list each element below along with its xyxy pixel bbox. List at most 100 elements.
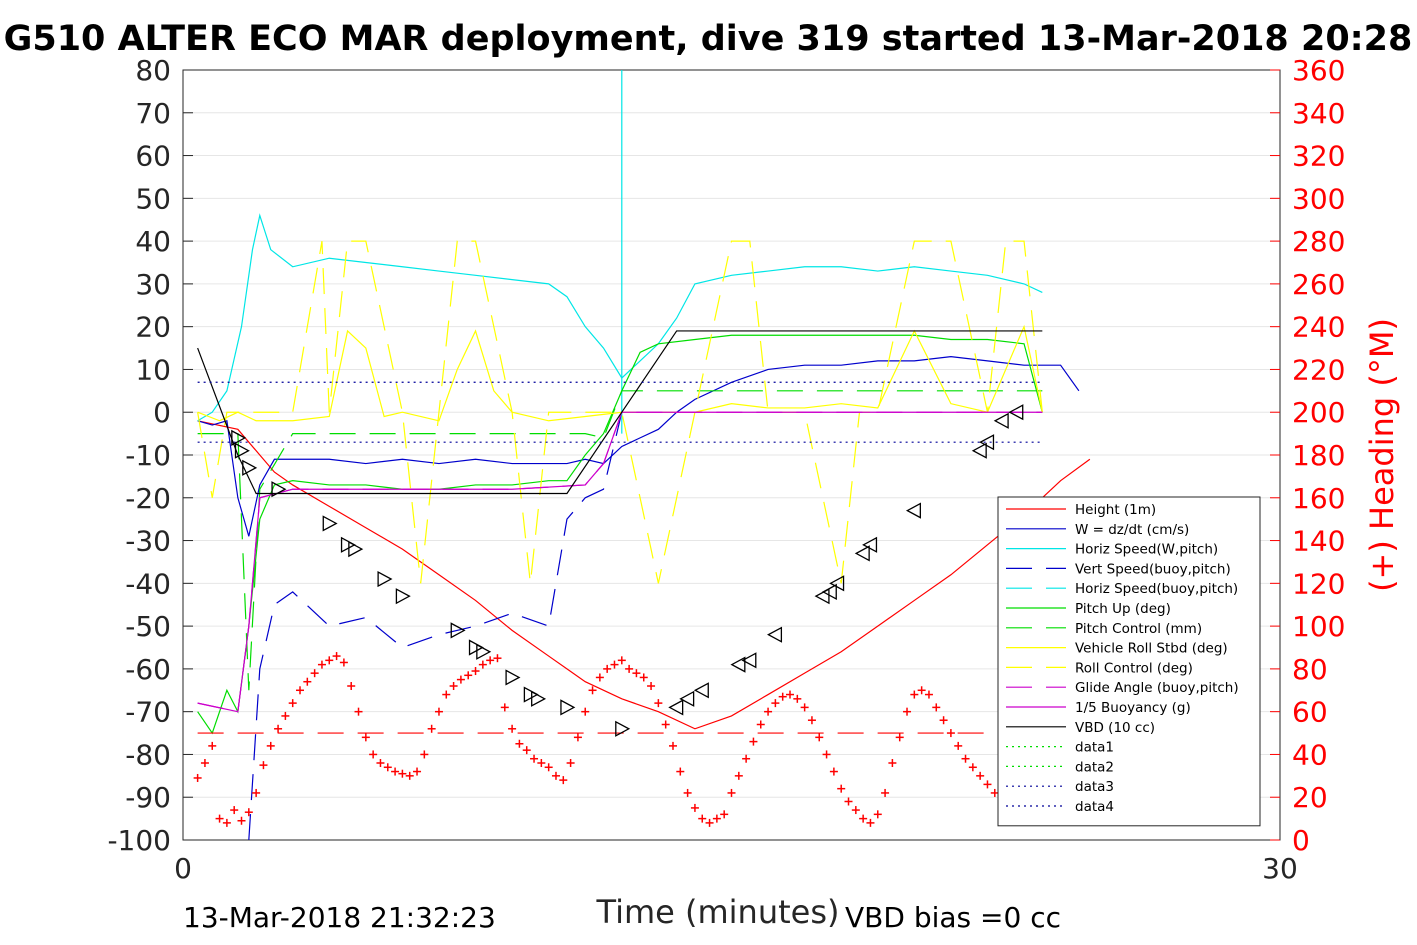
left-tick-label: -50 [125,610,171,643]
left-tick-label: -100 [107,824,171,857]
heading-marker [851,806,860,815]
heading-marker [720,810,729,819]
series-line-11 [197,330,1043,495]
right-tick-label: 40 [1292,738,1328,771]
heading-marker [354,707,363,716]
heading-marker [266,741,275,750]
legend-label: data4 [1075,799,1114,815]
height-triangle [971,442,987,459]
right-tick-label: 0 [1292,824,1310,857]
series-line-8 [197,240,1043,584]
right-tick-label: 220 [1292,353,1345,386]
heading-marker [895,733,904,742]
heading-marker [339,658,348,667]
right-tick-label: 120 [1292,567,1345,600]
heading-marker [756,720,765,729]
legend-label: Horiz Speed(W,pitch) [1075,542,1218,558]
heading-marker [639,673,648,682]
heading-marker [771,699,780,708]
series-line-1 [197,356,1080,537]
heading-marker [829,767,838,776]
heading-marker [946,729,955,738]
legend-label: 1/5 Buoyancy (g) [1075,700,1191,716]
legend-label: Vert Speed(buoy,pitch) [1075,561,1231,577]
heading-marker [493,654,502,663]
heading-marker [588,686,597,695]
heading-marker [486,656,495,665]
heading-marker [815,733,824,742]
heading-marker [383,763,392,772]
heading-marker [764,707,773,716]
height-triangle [854,545,870,562]
legend-label: Pitch Control (mm) [1075,621,1202,637]
heading-marker [968,763,977,772]
height-triangle [730,656,746,673]
legend: Height (1m) W = dz/dt (cm/s) Horiz Speed(W… [997,496,1261,827]
height-triangle [615,720,631,737]
heading-marker [822,750,831,759]
heading-marker [230,806,239,815]
right-tick-label: 320 [1292,140,1345,173]
x-tick-label: 30 [1262,852,1298,885]
heading-marker [778,692,787,701]
series-line-0 [197,420,1091,730]
heading-marker [215,814,224,823]
left-tick-label: -30 [125,525,171,558]
left-tick-label: 20 [135,311,171,344]
heading-marker [954,741,963,750]
height-triangle [523,686,539,703]
right-tick-label: 20 [1292,781,1328,814]
heading-marker [442,690,451,699]
left-tick-label: 80 [135,54,171,87]
left-tick-label: 10 [135,353,171,386]
heading-marker [873,810,882,819]
x-axis-ticks: 0 30 [174,830,1298,885]
left-tick-label: -20 [125,482,171,515]
heading-marker [193,773,202,782]
heading-marker [595,673,604,682]
heading-marker [932,703,941,712]
height-triangle [348,541,364,558]
heading-marker [222,818,231,827]
heading-marker [647,682,656,690]
heading-marker [434,707,443,716]
footer-vbd-bias: VBD bias =0 cc [845,901,1061,934]
heading-marker [924,690,933,699]
legend-label: data3 [1075,779,1114,795]
left-tick-label: -60 [125,653,171,686]
heading-marker [296,686,305,695]
legend-label: Vehicle Roll Stbd (deg) [1075,641,1228,657]
heading-marker [332,652,341,661]
heading-marker [456,675,465,684]
height-triangle [377,570,393,588]
height-triangle [821,583,837,600]
heading-marker [500,703,509,712]
series-line-9 [197,411,1043,713]
height-triangle [829,575,845,592]
right-tick-label: 300 [1292,182,1345,215]
heading-marker [734,771,743,780]
height-triangle [395,588,411,605]
right-tick-label: 240 [1292,311,1345,344]
height-triangle [767,626,783,643]
height-triangle [450,622,466,639]
right-tick-label: 360 [1292,54,1345,87]
heading-marker [742,754,751,763]
heading-marker [522,746,531,755]
series-lines [197,70,1091,841]
right-tick-label: 160 [1292,482,1345,515]
heading-marker [508,724,517,733]
heading-marker [668,741,677,750]
left-tick-label: 70 [135,97,171,130]
heading-marker [303,677,312,686]
heading-marker [961,754,970,763]
heading-marker [347,682,356,690]
heading-marker [200,759,209,767]
right-tick-label: 340 [1292,97,1345,130]
chart-title: G510 ALTER ECO MAR deployment, dive 319 … [4,19,1413,59]
heading-marker [478,660,487,669]
series-line-6 [197,390,1043,691]
series-line-2 [197,213,1043,422]
height-triangle [1008,404,1024,421]
